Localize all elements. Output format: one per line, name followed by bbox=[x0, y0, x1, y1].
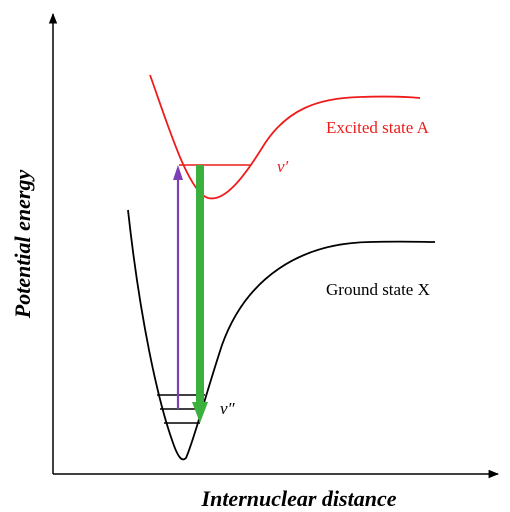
emission-arrow-head bbox=[192, 402, 208, 423]
excited-state-curve bbox=[149, 74, 421, 200]
x-axis-label: Internuclear distance bbox=[201, 486, 397, 511]
y-axis-label: Potential energy bbox=[10, 170, 35, 320]
absorption-arrow-head bbox=[173, 165, 183, 180]
ground-state-curve bbox=[127, 209, 436, 461]
excited-level-label: v′ bbox=[277, 157, 289, 176]
ground-state-label: Ground state X bbox=[326, 280, 430, 299]
ground-level-label: v″ bbox=[220, 399, 236, 418]
excited-state-label: Excited state A bbox=[326, 118, 430, 137]
